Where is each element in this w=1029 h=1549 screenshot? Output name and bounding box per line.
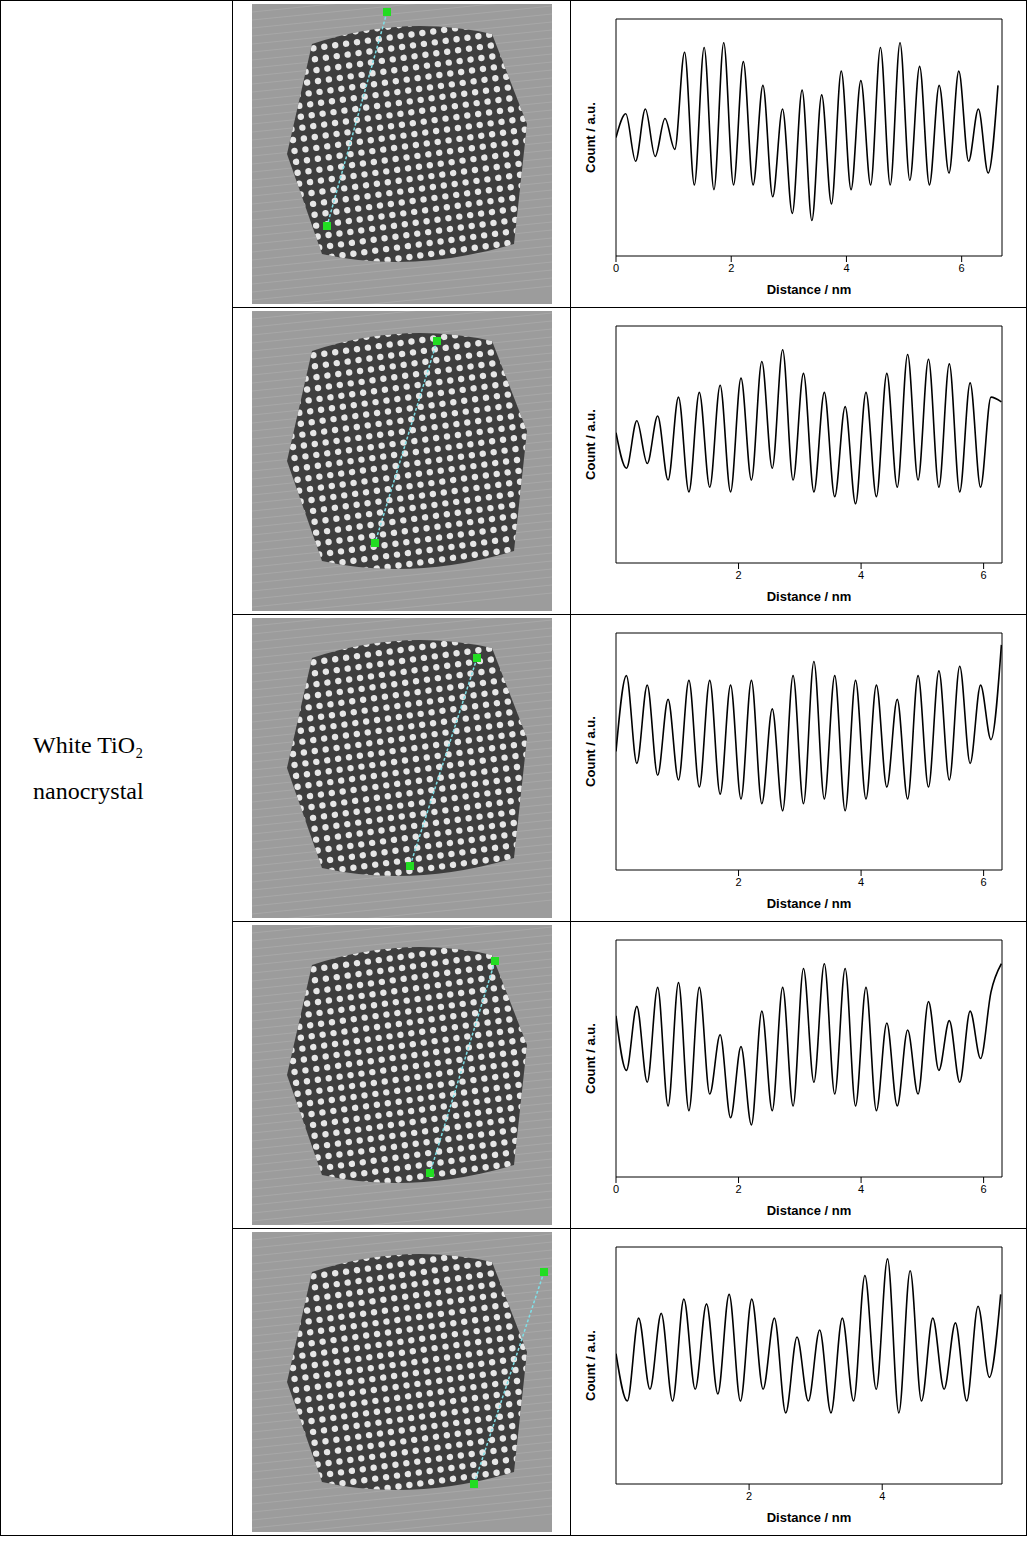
svg-text:Distance / nm: Distance / nm	[767, 1510, 852, 1525]
svg-text:2: 2	[735, 876, 741, 888]
svg-text:4: 4	[879, 1490, 885, 1502]
svg-text:2: 2	[728, 262, 734, 274]
svg-text:Count / a.u.: Count / a.u.	[583, 102, 598, 173]
svg-text:4: 4	[858, 876, 864, 888]
svg-text:4: 4	[858, 1183, 864, 1195]
svg-text:6: 6	[981, 569, 987, 581]
html-text:White TiO₂: White TiO₂	[33, 732, 144, 758]
svg-text:0: 0	[613, 1183, 619, 1195]
html-text:nanocrystal: nanocrystal	[33, 778, 144, 804]
svg-text:Count / a.u.: Count / a.u.	[583, 409, 598, 480]
svg-text:4: 4	[858, 569, 864, 581]
svg-text:Distance / nm: Distance / nm	[767, 282, 852, 297]
svg-text:2: 2	[735, 1183, 741, 1195]
svg-text:Count / a.u.: Count / a.u.	[583, 716, 598, 787]
svg-text:Distance / nm: Distance / nm	[767, 1203, 852, 1218]
svg-text:0: 0	[613, 262, 619, 274]
svg-text:6: 6	[981, 1183, 987, 1195]
svg-text:6: 6	[959, 262, 965, 274]
svg-text:Distance / nm: Distance / nm	[767, 589, 852, 604]
svg-text:Count / a.u.: Count / a.u.	[583, 1023, 598, 1094]
svg-text:2: 2	[735, 569, 741, 581]
svg-text:6: 6	[981, 876, 987, 888]
svg-text:2: 2	[746, 1490, 752, 1502]
svg-text:Distance / nm: Distance / nm	[767, 896, 852, 911]
svg-text:4: 4	[843, 262, 849, 274]
svg-text:Count / a.u.: Count / a.u.	[583, 1330, 598, 1401]
